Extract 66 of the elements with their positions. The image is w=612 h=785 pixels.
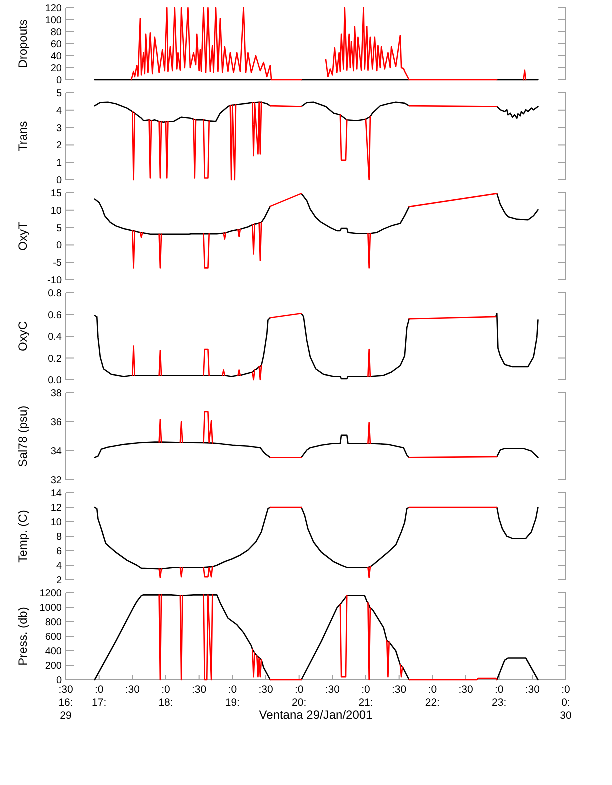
y-tick-label: -5 — [53, 258, 62, 270]
y-axis-title: Dropouts — [16, 20, 30, 68]
y-tick-label: 200 — [45, 661, 62, 672]
y-tick-label: 8 — [56, 532, 62, 543]
y-axis-title: OxyT — [16, 222, 30, 251]
y-tick-label: 10 — [50, 518, 62, 528]
x-tick-label: :30 — [192, 684, 207, 696]
y-tick-label: -10 — [48, 276, 62, 286]
y-tick-label: 0 — [56, 240, 62, 252]
x-tick-label: :30 — [392, 684, 407, 696]
y-tick-label: 0.0 — [48, 376, 62, 386]
x-axis-title: Ventana 29/Jan/2001 — [259, 708, 374, 722]
x-tick-label: :0 23: — [492, 684, 507, 709]
y-tick-label: 400 — [45, 646, 62, 658]
x-tick-label: :0 17: — [92, 684, 107, 709]
x-tick-label: :0 0: 30 — [560, 684, 572, 722]
x-tick-label: :30 — [258, 684, 274, 696]
y-tick-label: 5 — [56, 223, 62, 234]
y-tick-label: 15 — [50, 188, 62, 200]
x-tick-label: :30 — [525, 684, 540, 696]
y-tick-label: 36 — [50, 418, 62, 428]
x-tick-label: :30 — [325, 684, 340, 696]
y-tick-label: 2 — [56, 140, 62, 152]
y-axis-title: OxyC — [16, 321, 30, 352]
x-tick-label: :0 20: — [292, 684, 307, 709]
y-tick-label: 0 — [56, 76, 62, 86]
y-tick-label: 14 — [50, 488, 62, 500]
x-tick-label: :30 — [458, 684, 474, 696]
y-tick-label: 80 — [50, 28, 62, 38]
x-tick-label: :0 19: — [225, 684, 240, 709]
y-tick-label: 2 — [56, 576, 62, 586]
x-tick-label: :30 — [125, 684, 140, 696]
y-tick-label: 0.6 — [48, 310, 62, 322]
y-axis-title: Trans — [16, 121, 30, 152]
x-tick-label: :0 21: — [358, 684, 374, 709]
y-tick-label: 0.2 — [48, 354, 62, 365]
y-tick-label: 40 — [50, 52, 62, 62]
y-tick-label: 5 — [56, 88, 62, 100]
y-tick-label: 1000 — [40, 603, 62, 614]
x-tick-label: :30 16: 29 — [58, 684, 74, 722]
y-tick-label: 12 — [50, 503, 62, 514]
y-tick-label: 60 — [50, 40, 62, 50]
y-axis-title: Press. (db) — [16, 607, 30, 666]
y-tick-label: 800 — [45, 618, 62, 628]
y-tick-label: 20 — [50, 64, 62, 74]
y-tick-label: 0.8 — [48, 288, 62, 300]
x-tick-label: :0 22: — [425, 684, 440, 709]
y-tick-label: 120 — [45, 4, 62, 14]
y-tick-label: 600 — [45, 632, 62, 643]
y-axis-title: Temp. (C) — [16, 510, 30, 563]
y-tick-label: 4 — [56, 561, 62, 572]
y-tick-label: 34 — [50, 446, 62, 458]
y-tick-label: 0 — [56, 676, 62, 686]
y-tick-label: 1 — [56, 158, 62, 170]
y-tick-label: 6 — [56, 546, 62, 558]
y-tick-label: 1200 — [40, 588, 62, 600]
y-tick-label: 0 — [56, 176, 62, 186]
y-tick-label: 3 — [56, 123, 62, 134]
y-tick-label: 0.4 — [48, 332, 62, 343]
y-tick-label: 100 — [45, 16, 62, 26]
y-axis-title: Sal78 (psu) — [16, 406, 30, 468]
y-tick-label: 38 — [50, 388, 62, 400]
y-tick-label: 32 — [50, 476, 62, 486]
x-tick-label: :0 18: — [158, 684, 174, 709]
y-tick-label: 4 — [56, 106, 62, 117]
y-tick-label: 10 — [50, 206, 62, 217]
